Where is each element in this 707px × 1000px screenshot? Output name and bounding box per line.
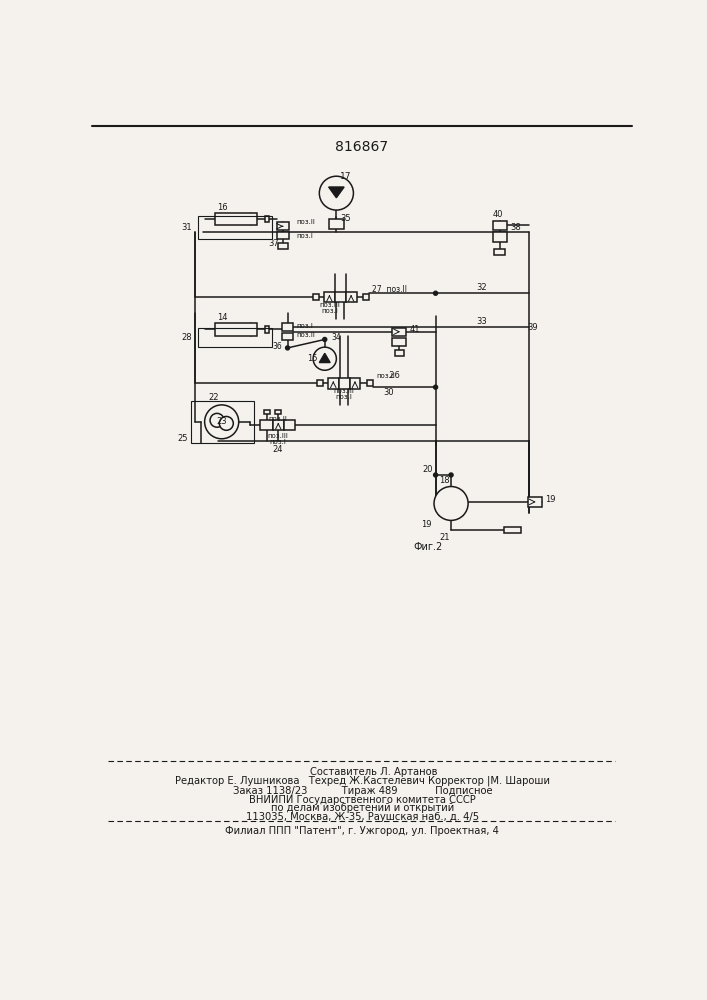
Text: 41: 41	[409, 325, 420, 334]
Text: 19: 19	[545, 495, 556, 504]
Text: 40: 40	[492, 210, 503, 219]
Bar	[317, 380, 323, 386]
Text: поз.I: поз.I	[269, 439, 286, 445]
Bar	[392, 338, 406, 346]
Text: поз.III: поз.III	[319, 302, 340, 308]
Bar	[276, 232, 289, 239]
Text: поз.III: поз.III	[334, 388, 355, 394]
Text: поз.I: поз.I	[296, 323, 313, 329]
Text: 36: 36	[273, 342, 282, 351]
Text: поз.II: поз.II	[376, 373, 395, 379]
Bar	[279, 243, 288, 249]
Bar	[199, 328, 272, 347]
Bar	[215, 323, 257, 336]
Text: 33: 33	[477, 317, 487, 326]
Bar	[392, 328, 406, 336]
Circle shape	[219, 416, 233, 430]
Text: поз.I: поз.I	[297, 232, 314, 238]
Bar	[363, 294, 369, 300]
Text: 16: 16	[217, 203, 228, 212]
Text: 816867: 816867	[335, 140, 389, 154]
Text: 31: 31	[182, 223, 192, 232]
Bar	[265, 216, 269, 222]
Bar	[264, 410, 270, 414]
Bar	[199, 216, 272, 239]
Text: 37: 37	[268, 239, 279, 248]
Text: поз.I: поз.I	[321, 308, 338, 314]
Bar	[528, 497, 542, 507]
Text: 27  поз.II: 27 поз.II	[372, 285, 407, 294]
Text: 30: 30	[384, 388, 395, 397]
Circle shape	[204, 405, 239, 439]
Bar	[191, 401, 255, 443]
Text: 25: 25	[177, 434, 188, 443]
Text: 21: 21	[440, 533, 450, 542]
Bar	[493, 232, 507, 242]
Text: 18: 18	[440, 476, 450, 485]
Circle shape	[286, 346, 289, 350]
Bar	[328, 378, 339, 389]
Bar	[494, 249, 506, 255]
Text: поз.II: поз.II	[296, 332, 315, 338]
Text: Фиг.2: Фиг.2	[413, 542, 443, 552]
Bar	[276, 222, 289, 230]
Bar	[260, 420, 273, 430]
Bar	[324, 292, 335, 302]
Text: по делам изобретений и открытий: по делам изобретений и открытий	[271, 803, 454, 813]
Text: 26: 26	[384, 371, 399, 380]
Bar	[504, 527, 521, 533]
Circle shape	[210, 413, 224, 427]
Bar	[395, 350, 404, 356]
Circle shape	[323, 338, 327, 341]
Bar	[282, 333, 293, 340]
Text: Филиал ППП "Патент", г. Ужгород, ул. Проектная, 4: Филиал ППП "Патент", г. Ужгород, ул. Про…	[226, 826, 499, 836]
Bar	[346, 292, 356, 302]
Circle shape	[449, 473, 453, 477]
Text: поз.II: поз.II	[297, 219, 316, 225]
Circle shape	[320, 176, 354, 210]
Bar	[329, 219, 344, 229]
Text: 35: 35	[340, 214, 351, 223]
Bar	[265, 326, 269, 333]
Text: 113035, Москва, Ж-35, Раушская наб., д. 4/5: 113035, Москва, Ж-35, Раушская наб., д. …	[246, 812, 479, 822]
Text: 38: 38	[510, 223, 521, 232]
Text: 24: 24	[272, 445, 283, 454]
Text: 14: 14	[217, 313, 228, 322]
Text: Составитель Л. Артанов: Составитель Л. Артанов	[310, 767, 437, 777]
Circle shape	[433, 473, 438, 477]
Circle shape	[313, 347, 337, 370]
Circle shape	[433, 385, 438, 389]
Text: поз.II: поз.II	[268, 416, 287, 422]
Text: 23: 23	[216, 417, 227, 426]
Text: 20: 20	[423, 465, 433, 474]
Text: 19: 19	[421, 520, 431, 529]
Bar	[313, 294, 320, 300]
Text: Заказ 1138/23           Тираж 489            Подписное: Заказ 1138/23 Тираж 489 Подписное	[233, 786, 492, 796]
Bar	[284, 420, 295, 430]
Bar	[339, 378, 349, 389]
Text: поз.I: поз.I	[336, 394, 353, 400]
Text: 15: 15	[307, 354, 317, 363]
Text: Редактор Е. Лушникова   Техред Ж.Кастелевич Корректор |M. Шароши: Редактор Е. Лушникова Техред Ж.Кастелеви…	[175, 775, 550, 786]
Bar	[215, 213, 257, 225]
Text: 39: 39	[527, 323, 538, 332]
Text: 17: 17	[340, 172, 351, 181]
Bar	[273, 420, 284, 430]
Circle shape	[434, 487, 468, 520]
Bar	[282, 323, 293, 331]
Bar	[275, 410, 281, 414]
Polygon shape	[320, 353, 330, 363]
Bar	[367, 380, 373, 386]
Text: 34: 34	[331, 333, 341, 342]
Circle shape	[433, 291, 438, 295]
Bar	[349, 378, 361, 389]
Bar	[493, 221, 507, 230]
Text: 22: 22	[209, 393, 219, 402]
Text: 32: 32	[477, 283, 487, 292]
Bar	[335, 292, 346, 302]
Text: 28: 28	[182, 333, 192, 342]
Polygon shape	[329, 187, 344, 198]
Text: ВНИИПИ Государственного комитета СССР: ВНИИПИ Государственного комитета СССР	[249, 795, 476, 805]
Text: поз.III: поз.III	[267, 433, 288, 439]
